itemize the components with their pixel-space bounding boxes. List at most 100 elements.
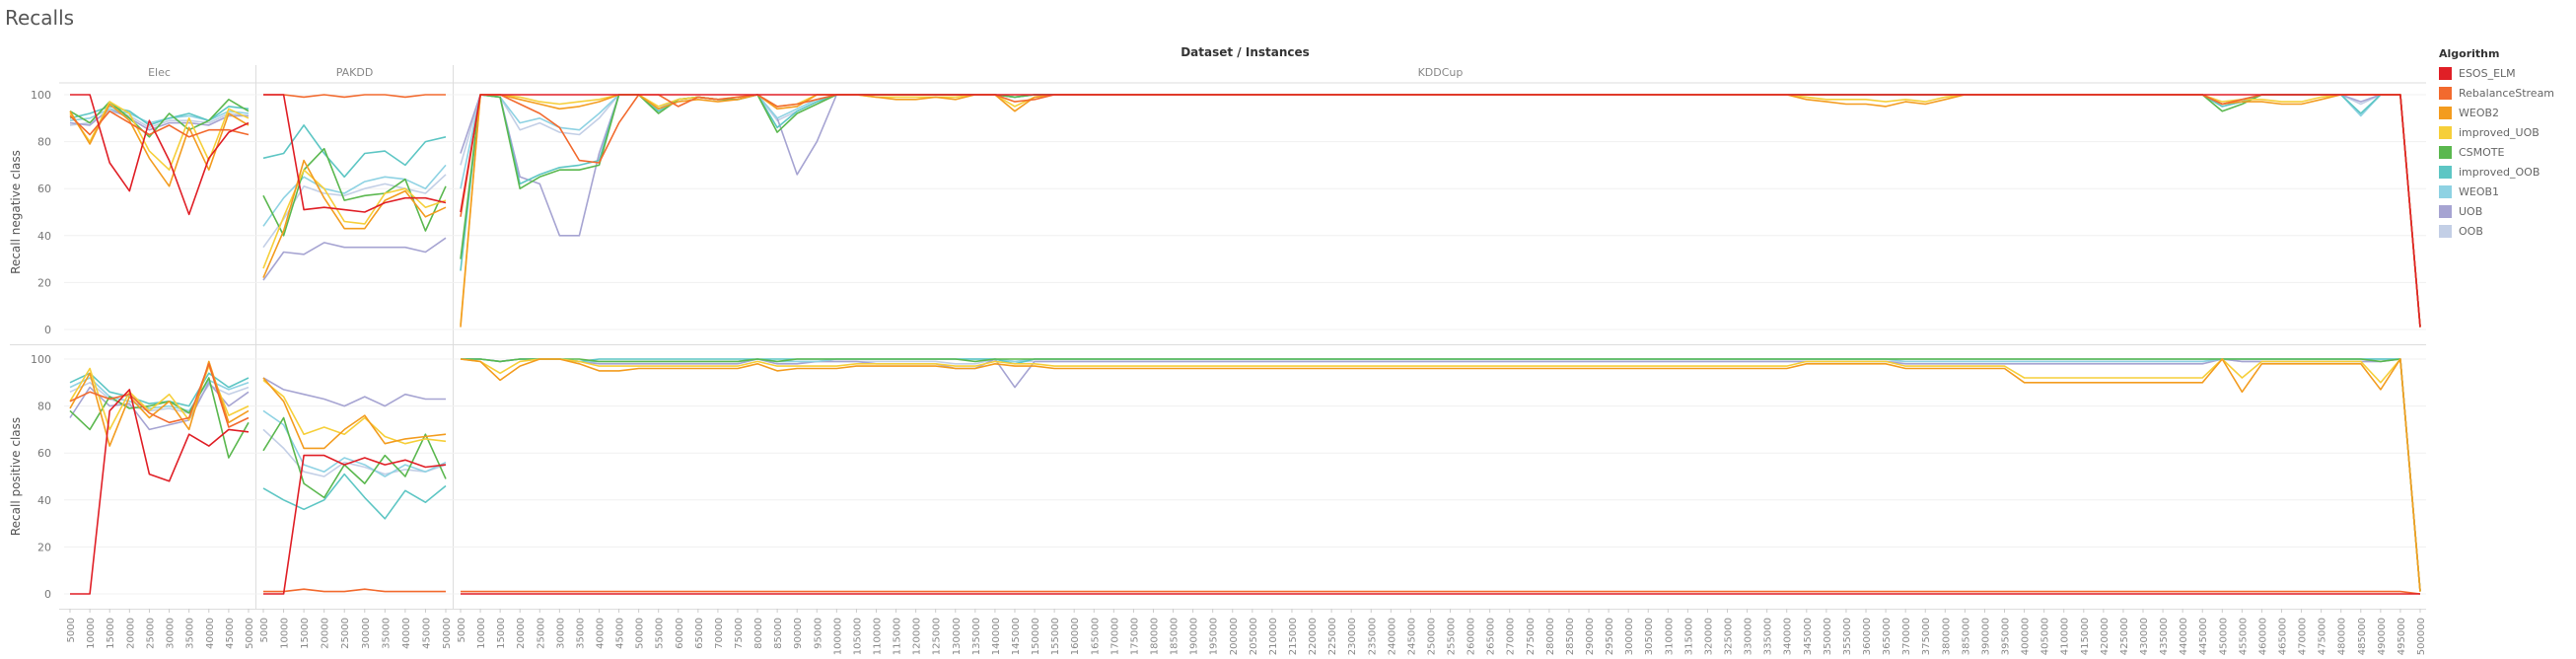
x-tick-label: 345000 (1803, 618, 1814, 655)
legend-item-weob2[interactable]: WEOB2 (2439, 103, 2572, 122)
x-tick-label: 40000 (401, 618, 412, 649)
x-tick-label: 50000 (442, 618, 453, 649)
x-tick-label: 45000 (225, 618, 236, 649)
x-tick-label: 15000 (106, 618, 116, 649)
x-tick-label: 400000 (2021, 618, 2032, 655)
x-tick-label: 150000 (1031, 618, 1041, 655)
x-tick-label: 430000 (2139, 618, 2150, 655)
series-line-pakdd-negative-improved-oob (262, 124, 447, 179)
series-line-kddcup-negative-oob (460, 94, 2421, 328)
x-tick-label: 270000 (1506, 618, 1517, 655)
x-tick-label: 280000 (1545, 618, 1556, 655)
x-tick-label: 195000 (1209, 618, 1220, 655)
y-tick-label: 40 (37, 230, 51, 243)
legend-label: CSMOTE (2459, 145, 2505, 159)
x-tick-label: 40000 (205, 618, 216, 649)
x-tick-label: 35000 (381, 618, 392, 649)
series-line-kddcup-negative-weob2 (460, 94, 2421, 328)
x-tick-label: 325000 (1724, 618, 1735, 655)
x-tick-label: 85000 (773, 618, 784, 649)
series-line-elec-negative-improved-oob (69, 106, 250, 126)
series-line-elec-negative-csmote (69, 99, 250, 138)
x-tick-label: 15000 (300, 618, 311, 649)
series-line-elec-negative-uob (69, 108, 249, 131)
x-tick-label: 30000 (361, 618, 372, 649)
x-tick-label: 210000 (1268, 618, 1279, 655)
legend-label: RebalanceStream (2459, 86, 2555, 100)
series-line-kddcup-negative-esos-elm (460, 94, 2421, 328)
panel-header-kddcup: KDDCup (1418, 66, 1464, 79)
row-label-negative: Recall negative class (9, 150, 23, 274)
x-tick-label: 135000 (971, 618, 982, 655)
legend-item-uob[interactable]: UOB (2439, 201, 2572, 221)
series-line-pakdd-positive-esos-elm (263, 454, 447, 595)
series-line-kddcup-positive-improved-oob (461, 358, 2421, 592)
legend-item-esos-elm[interactable]: ESOS_ELM (2439, 63, 2572, 83)
series-line-pakdd-positive-uob (262, 377, 446, 407)
x-tick-label: 185000 (1170, 618, 1181, 655)
x-tick-label: 365000 (1882, 618, 1893, 655)
legend-item-improved-uob[interactable]: improved_UOB (2439, 122, 2572, 142)
x-tick-label: 305000 (1644, 618, 1655, 655)
series-line-elec-negative-esos-elm (70, 94, 250, 216)
x-tick-label: 320000 (1703, 618, 1714, 655)
legend-item-oob[interactable]: OOB (2439, 221, 2572, 241)
legend-item-rebalancestream[interactable]: RebalanceStream (2439, 83, 2572, 103)
x-tick-label: 395000 (2001, 618, 2012, 655)
series-line-kddcup-negative-csmote (460, 94, 2421, 328)
legend-item-weob1[interactable]: WEOB1 (2439, 182, 2572, 201)
legend-label: WEOB2 (2459, 106, 2500, 119)
x-tick-label: 460000 (2257, 618, 2268, 655)
x-tick-label: 480000 (2337, 618, 2348, 655)
x-tick-label: 80000 (753, 618, 764, 649)
x-tick-label: 265000 (1486, 618, 1497, 655)
series-line-elec-negative-weob1 (69, 108, 250, 124)
x-tick-label: 5000 (457, 618, 467, 642)
x-tick-label: 20000 (321, 618, 331, 649)
x-tick-label: 105000 (852, 618, 863, 655)
x-tick-label: 335000 (1763, 618, 1774, 655)
series-line-pakdd-positive-weob1 (262, 409, 447, 477)
series-line-kddcup-positive-uob (461, 358, 2421, 592)
y-tick-label: 20 (37, 541, 51, 553)
legend: Algorithm ESOS_ELM RebalanceStream WEOB2 im… (2439, 47, 2572, 241)
x-tick-label: 350000 (1823, 618, 1833, 655)
x-tick-label: 275000 (1526, 618, 1537, 655)
series-line-elec-negative-improved-uob (69, 101, 250, 171)
x-tick-label: 225000 (1327, 618, 1338, 655)
x-tick-label: 165000 (1090, 618, 1101, 655)
series-line-pakdd-positive-rebalancestream (263, 588, 446, 593)
series-line-kddcup-positive-weob1 (461, 358, 2421, 592)
legend-swatch (2439, 145, 2452, 159)
x-tick-label: 415000 (2080, 618, 2091, 655)
legend-item-improved-oob[interactable]: improved_OOB (2439, 162, 2572, 182)
x-tick-label: 230000 (1347, 618, 1358, 655)
series-line-pakdd-negative-uob (262, 237, 447, 281)
legend-item-csmote[interactable]: CSMOTE (2439, 142, 2572, 162)
x-tick-label: 120000 (912, 618, 923, 655)
x-tick-label: 75000 (734, 618, 745, 649)
x-tick-label: 115000 (893, 618, 903, 655)
series-line-elec-negative-rebalancestream (69, 110, 250, 138)
x-tick-label: 25000 (536, 618, 546, 649)
x-tick-label: 60000 (675, 618, 685, 649)
legend-swatch (2439, 86, 2452, 100)
x-tick-label: 330000 (1744, 618, 1754, 655)
x-tick-label: 475000 (2318, 618, 2328, 655)
series-line-pakdd-negative-esos-elm (263, 94, 447, 213)
x-tick-label: 50000 (245, 618, 255, 649)
x-tick-label: 385000 (1961, 618, 1971, 655)
series-line-pakdd-negative-weob2 (262, 159, 447, 278)
x-tick-label: 50000 (635, 618, 646, 649)
panel-header-elec: Elec (148, 66, 171, 79)
x-tick-label: 205000 (1249, 618, 1259, 655)
x-tick-label: 70000 (714, 618, 725, 649)
x-tick-label: 285000 (1565, 618, 1576, 655)
x-tick-label: 255000 (1447, 618, 1458, 655)
series-line-elec-positive-csmote (69, 377, 250, 459)
x-tick-label: 100000 (832, 618, 843, 655)
x-tick-label: 145000 (1011, 618, 1022, 655)
x-tick-label: 490000 (2377, 618, 2388, 655)
x-tick-label: 10000 (86, 618, 97, 649)
series-line-kddcup-positive-weob2 (460, 358, 2421, 592)
